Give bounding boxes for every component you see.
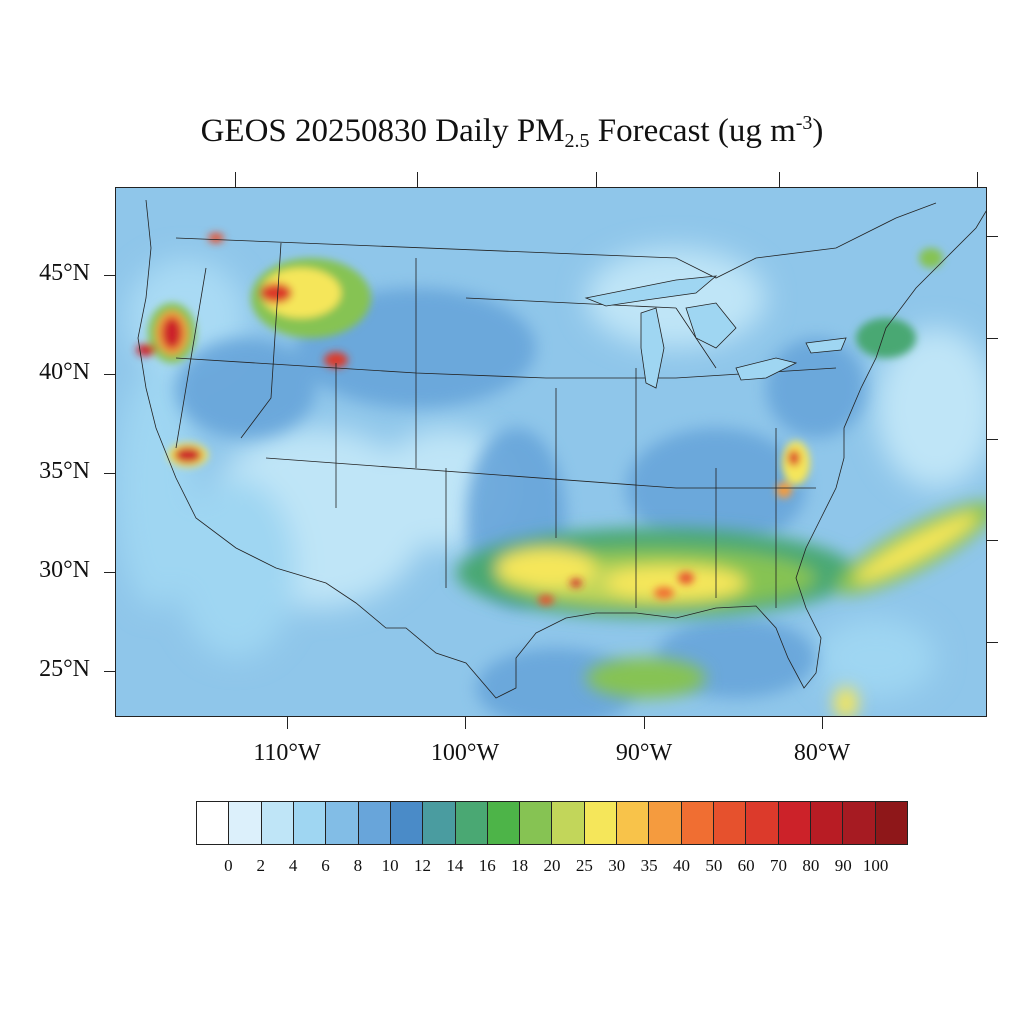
bottom-tick [465,717,466,729]
map-svg [116,188,986,716]
legend-label: 50 [705,856,723,875]
legend-swatch [197,802,230,844]
legend-swatch [778,802,811,844]
lat-label-25n: 25°N [39,656,90,682]
legend-label: 80 [802,856,820,875]
lat-label-30n: 30°N [39,557,90,583]
legend-swatch [229,802,262,844]
title-superscript: -3 [795,112,813,134]
color-bar-labels: 0 2 4 6 8 10 12 14 16 18 20 25 30 35 40 50 60 70 80 90 100 [196,856,908,880]
lon-label-80w: 80°W [793,740,851,766]
legend-swatch [358,802,391,844]
title-text-mid: Forecast (ug m [589,113,796,149]
legend-swatch [810,802,844,844]
lat-label-40n: 40°N [39,359,90,385]
legend-label: 8 [353,856,363,875]
title-subscript: 2.5 [564,130,590,152]
legend-swatch [714,802,747,844]
legend-swatch [293,802,327,844]
legend-swatch [649,802,682,844]
legend-swatch [520,802,553,844]
legend-swatch [455,802,488,844]
borders [137,199,986,699]
wildfire-plumes [136,233,943,605]
lon-label-100w: 100°W [430,740,500,766]
legend-label: 35 [640,856,658,875]
lat-label-45n: 45°N [39,260,90,286]
right-tick [987,642,998,643]
bottom-tick [822,717,823,729]
legend-swatch [552,802,585,844]
lon-label-90w: 90°W [615,740,673,766]
legend-label: 16 [478,856,496,875]
title-text: GEOS 20250830 Daily PM [200,113,565,149]
left-tick [104,275,115,276]
left-tick [104,473,115,474]
legend-swatch [681,802,714,844]
legend-label: 14 [446,856,464,875]
legend-swatch [617,802,650,844]
lon-label-110w: 110°W [253,740,321,766]
title-text-end: ) [812,113,824,149]
legend-label: 4 [288,856,298,875]
bottom-tick [644,717,645,729]
legend-label: 18 [511,856,529,875]
legend-swatch [746,802,779,844]
pm25-forecast-map [115,187,987,717]
left-tick [104,572,115,573]
legend-swatch [875,802,907,844]
legend-label: 100 [862,856,889,875]
right-tick [987,439,998,440]
legend-label: 90 [834,856,852,875]
legend-label: 40 [672,856,690,875]
legend-label: 25 [575,856,593,875]
legend-swatch [390,802,424,844]
legend-label: 70 [770,856,788,875]
top-tick [417,172,418,187]
top-tick [596,172,597,187]
legend-label: 0 [224,856,233,875]
legend-label: 6 [321,856,330,875]
gulf-coast-smoke-band [456,501,986,716]
map-title: GEOS 20250830 Daily PM2.5 Forecast (ug m… [0,112,1024,153]
legend-label: 20 [543,856,561,875]
color-bar-legend [196,801,908,845]
left-tick [104,374,115,375]
legend-label: 10 [381,856,399,875]
legend-swatch [261,802,294,844]
left-tick [104,671,115,672]
right-tick [987,540,998,541]
legend-swatch [487,802,521,844]
legend-swatch [423,802,456,844]
legend-label: 30 [608,856,626,875]
legend-label: 60 [737,856,755,875]
legend-swatch [326,802,359,844]
top-tick [779,172,780,187]
right-tick [987,338,998,339]
lat-label-35n: 35°N [39,458,90,484]
top-tick [977,172,978,187]
legend-swatch [843,802,876,844]
bottom-tick [287,717,288,729]
great-lakes [584,275,847,389]
legend-label: 2 [256,856,265,875]
legend-label: 12 [414,856,432,875]
top-tick [235,172,236,187]
legend-swatch [584,802,618,844]
right-tick [987,236,998,237]
